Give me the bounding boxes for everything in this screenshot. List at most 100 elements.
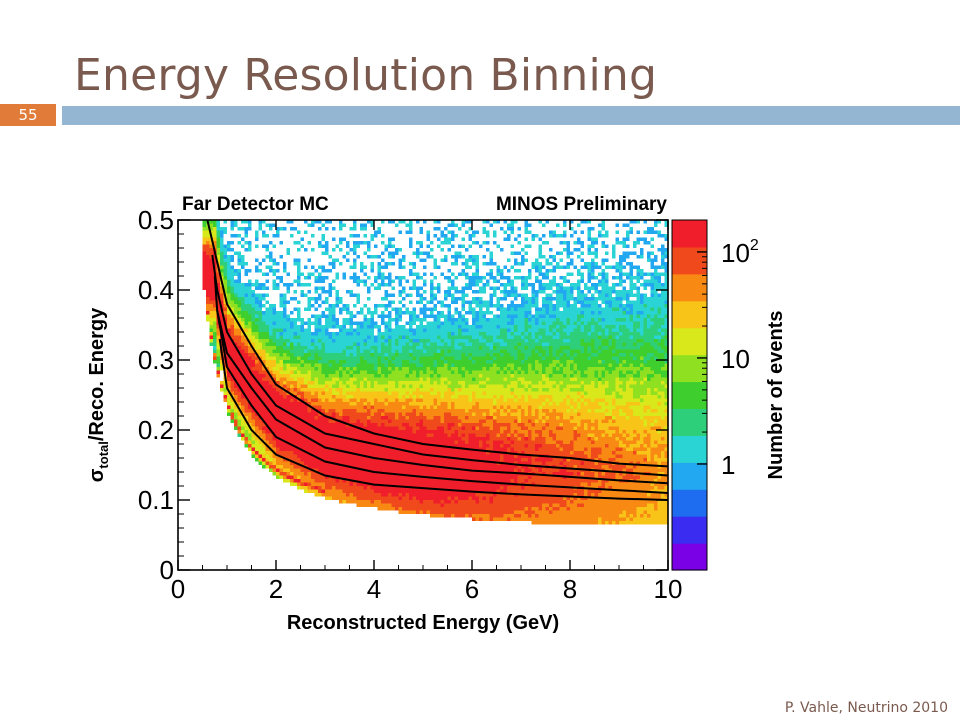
- heatmap-cell: [388, 349, 392, 353]
- heatmap-cell: [283, 398, 287, 402]
- heatmap-cell: [286, 433, 290, 437]
- heatmap-cell: [433, 472, 437, 476]
- heatmap-cell: [272, 468, 276, 472]
- heatmap-cell: [258, 293, 262, 297]
- heatmap-cell: [388, 370, 392, 374]
- heatmap-cell: [353, 419, 357, 423]
- heatmap-cell: [454, 332, 458, 336]
- heatmap-cell: [447, 479, 451, 483]
- heatmap-cell: [360, 486, 364, 490]
- heatmap-cell: [412, 314, 416, 318]
- heatmap-cell: [279, 465, 283, 469]
- heatmap-cell: [451, 293, 455, 297]
- heatmap-cell: [237, 342, 241, 346]
- heatmap-cell: [451, 405, 455, 409]
- heatmap-cell: [437, 468, 441, 472]
- heatmap-cell: [405, 391, 409, 395]
- heatmap-cell: [255, 339, 259, 343]
- heatmap-cell: [290, 370, 294, 374]
- heatmap-cell: [269, 454, 273, 458]
- heatmap-cell: [475, 475, 479, 479]
- heatmap-cell: [265, 426, 269, 430]
- heatmap-cell: [314, 349, 318, 353]
- heatmap-cell: [279, 468, 283, 472]
- heatmap-cell: [304, 479, 308, 483]
- heatmap-cell: [409, 377, 413, 381]
- heatmap-cell: [451, 300, 455, 304]
- heatmap-cell: [472, 514, 476, 518]
- heatmap-cell: [419, 391, 423, 395]
- heatmap-cell: [398, 461, 402, 465]
- heatmap-cell: [419, 388, 423, 392]
- heatmap-cell: [377, 374, 381, 378]
- heatmap-cell: [251, 321, 255, 325]
- heatmap-cell: [426, 496, 430, 500]
- heatmap-cell: [311, 482, 315, 486]
- heatmap-cell: [262, 321, 266, 325]
- heatmap-cell: [332, 342, 336, 346]
- heatmap-cell: [360, 307, 364, 311]
- heatmap-cell: [402, 486, 406, 490]
- heatmap-cell: [486, 416, 490, 420]
- heatmap-cell: [405, 419, 409, 423]
- heatmap-cell: [342, 388, 346, 392]
- heatmap-cell: [346, 458, 350, 462]
- heatmap-cell: [293, 472, 297, 476]
- heatmap-cell: [444, 514, 448, 518]
- heatmap-cell: [437, 237, 441, 241]
- heatmap-cell: [360, 465, 364, 469]
- heatmap-cell: [227, 293, 231, 297]
- heatmap-cell: [472, 241, 476, 245]
- heatmap-cell: [227, 384, 231, 388]
- heatmap-cell: [447, 444, 451, 448]
- heatmap-cell: [244, 381, 248, 385]
- heatmap-cell: [416, 381, 420, 385]
- heatmap-cell: [314, 356, 318, 360]
- heatmap-cell: [332, 325, 336, 329]
- heatmap-cell: [293, 360, 297, 364]
- heatmap-cell: [234, 304, 238, 308]
- heatmap-cell: [409, 472, 413, 476]
- heatmap-cell: [374, 461, 378, 465]
- heatmap-cell: [412, 367, 416, 371]
- heatmap-cell: [395, 276, 399, 280]
- heatmap-cell: [426, 381, 430, 385]
- heatmap-cell: [339, 241, 343, 245]
- heatmap-cell: [321, 423, 325, 427]
- heatmap-cell: [216, 251, 220, 255]
- heatmap-cell: [353, 314, 357, 318]
- heatmap-cell: [297, 370, 301, 374]
- heatmap-cell: [293, 318, 297, 322]
- heatmap-cell: [311, 433, 315, 437]
- heatmap-cell: [349, 486, 353, 490]
- heatmap-cell: [269, 223, 273, 227]
- heatmap-cell: [332, 258, 336, 262]
- heatmap-cell: [300, 468, 304, 472]
- heatmap-cell: [262, 332, 266, 336]
- heatmap-cell: [384, 482, 388, 486]
- heatmap-cell: [440, 493, 444, 497]
- heatmap-cell: [304, 405, 308, 409]
- heatmap-cell: [318, 241, 322, 245]
- heatmap-cell: [419, 311, 423, 315]
- heatmap-cell: [479, 433, 483, 437]
- heatmap-cell: [339, 482, 343, 486]
- heatmap-cell: [248, 339, 252, 343]
- heatmap-cell: [482, 342, 486, 346]
- heatmap-cell: [388, 381, 392, 385]
- heatmap-cell: [328, 269, 332, 273]
- heatmap-cell: [395, 363, 399, 367]
- heatmap-cell: [286, 318, 290, 322]
- heatmap-cell: [402, 419, 406, 423]
- heatmap-cell: [381, 321, 385, 325]
- heatmap-cell: [468, 486, 472, 490]
- heatmap-cell: [391, 279, 395, 283]
- heatmap-cell: [290, 332, 294, 336]
- heatmap-cell: [356, 346, 360, 350]
- heatmap-cell: [468, 510, 472, 514]
- heatmap-cell: [307, 363, 311, 367]
- heatmap-cell: [472, 381, 476, 385]
- heatmap-cell: [321, 286, 325, 290]
- heatmap-cell: [216, 286, 220, 290]
- heatmap-cell: [276, 381, 280, 385]
